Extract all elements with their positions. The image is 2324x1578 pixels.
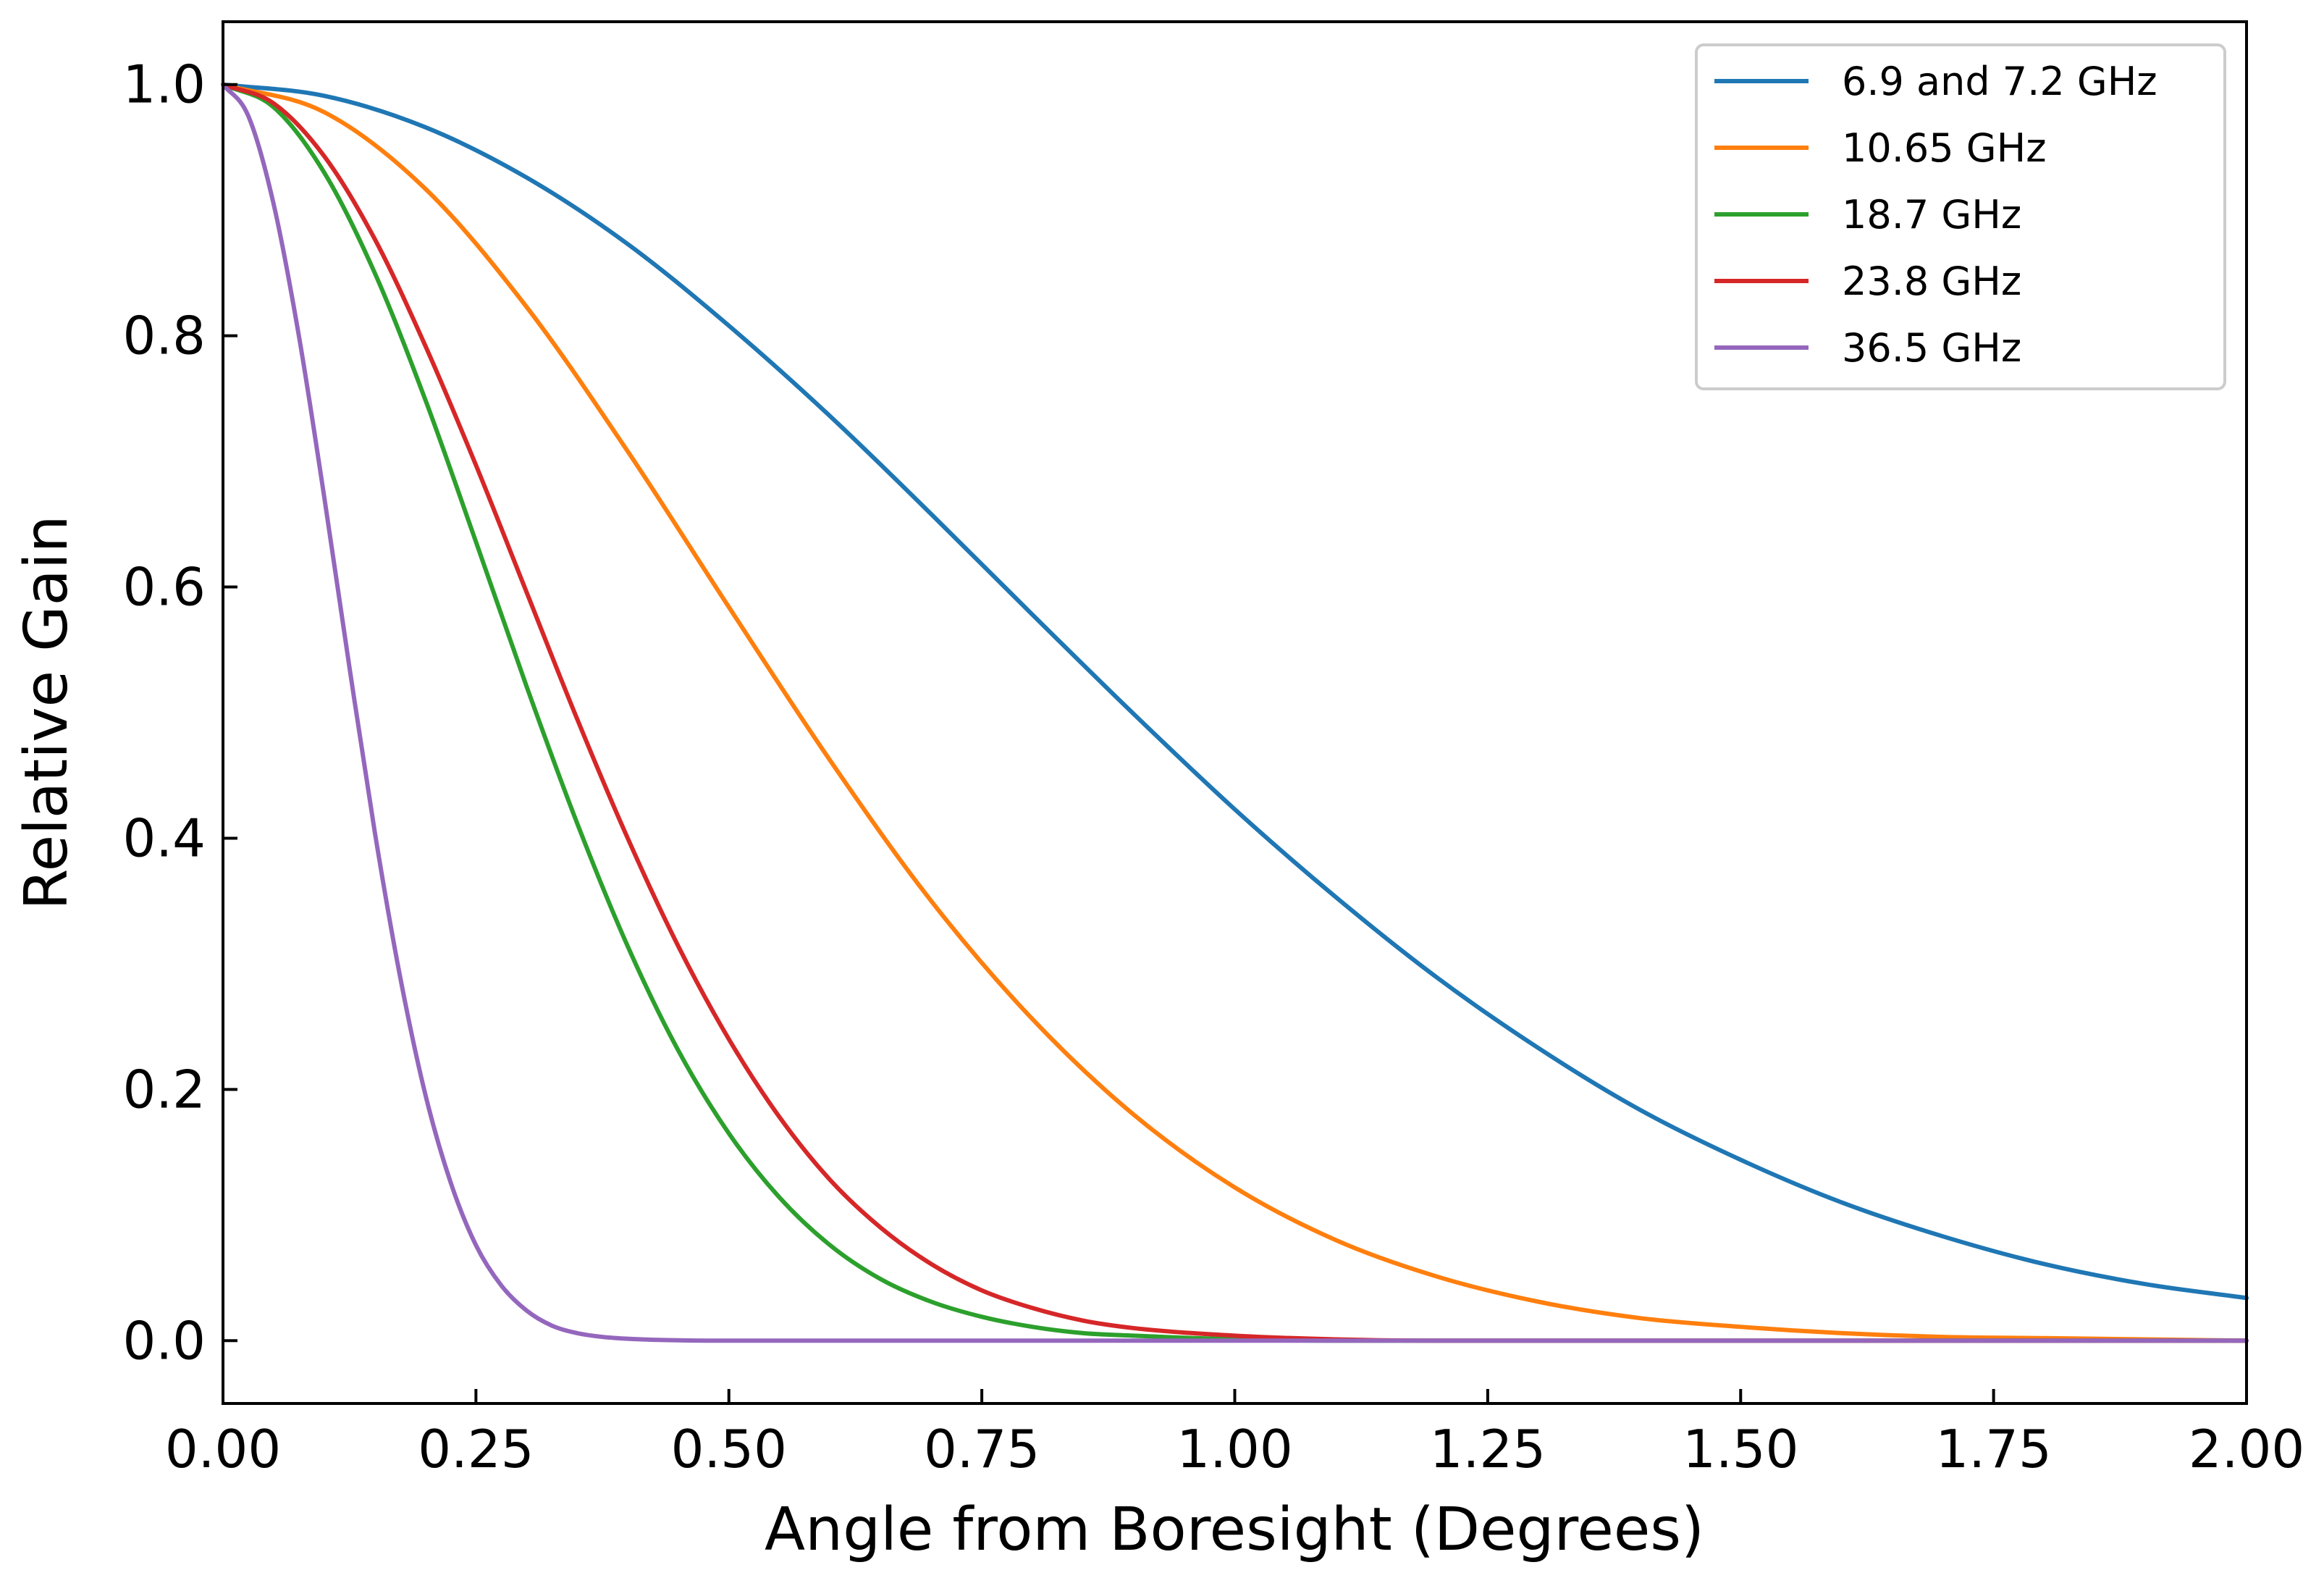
legend-label: 36.5 GHz bbox=[1842, 325, 2021, 371]
x-tick-label: 0.50 bbox=[671, 1419, 787, 1480]
legend-label: 23.8 GHz bbox=[1842, 259, 2021, 304]
y-tick-label: 0.2 bbox=[122, 1059, 206, 1120]
y-axis-ticks: 0.0 0.2 0.4 0.6 0.8 1.0 bbox=[122, 54, 237, 1371]
series-line-5 bbox=[221, 82, 2249, 1343]
y-tick-label: 0.0 bbox=[122, 1310, 206, 1371]
x-axis-ticks: 0.00 0.25 0.50 0.75 1.00 1.25 1.50 1.75 2.00 bbox=[165, 1389, 2304, 1480]
series-layer bbox=[221, 82, 2249, 1343]
y-tick-label: 0.6 bbox=[122, 557, 206, 618]
x-tick-label: 2.00 bbox=[2189, 1419, 2304, 1480]
y-tick-label: 0.8 bbox=[122, 306, 206, 366]
legend-box bbox=[1695, 43, 2226, 390]
x-tick-label: 0.00 bbox=[165, 1419, 281, 1480]
x-tick-label: 1.50 bbox=[1683, 1419, 1798, 1480]
x-tick-label: 0.25 bbox=[418, 1419, 534, 1480]
x-tick-label: 1.75 bbox=[1935, 1419, 2051, 1480]
legend-label: 18.7 GHz bbox=[1842, 192, 2021, 238]
y-tick-label: 0.4 bbox=[122, 807, 206, 868]
series-line-2 bbox=[221, 82, 2249, 1343]
x-tick-label: 1.25 bbox=[1430, 1419, 1546, 1480]
legend-label: 10.65 GHz bbox=[1842, 125, 2047, 171]
x-axis-label: Angle from Boresight (Degrees) bbox=[765, 1495, 1704, 1564]
y-tick-label: 1.0 bbox=[122, 54, 206, 115]
legend-label: 6.9 and 7.2 GHz bbox=[1842, 59, 2157, 104]
x-tick-label: 0.75 bbox=[924, 1419, 1040, 1480]
legend: 6.9 and 7.2 GHz 10.65 GHz 18.7 GHz 23.8 GHz… bbox=[1695, 43, 2226, 390]
x-tick-label: 1.00 bbox=[1176, 1419, 1292, 1480]
y-axis-label: Relative Gain bbox=[12, 515, 81, 910]
series-line-1 bbox=[221, 82, 2249, 1301]
